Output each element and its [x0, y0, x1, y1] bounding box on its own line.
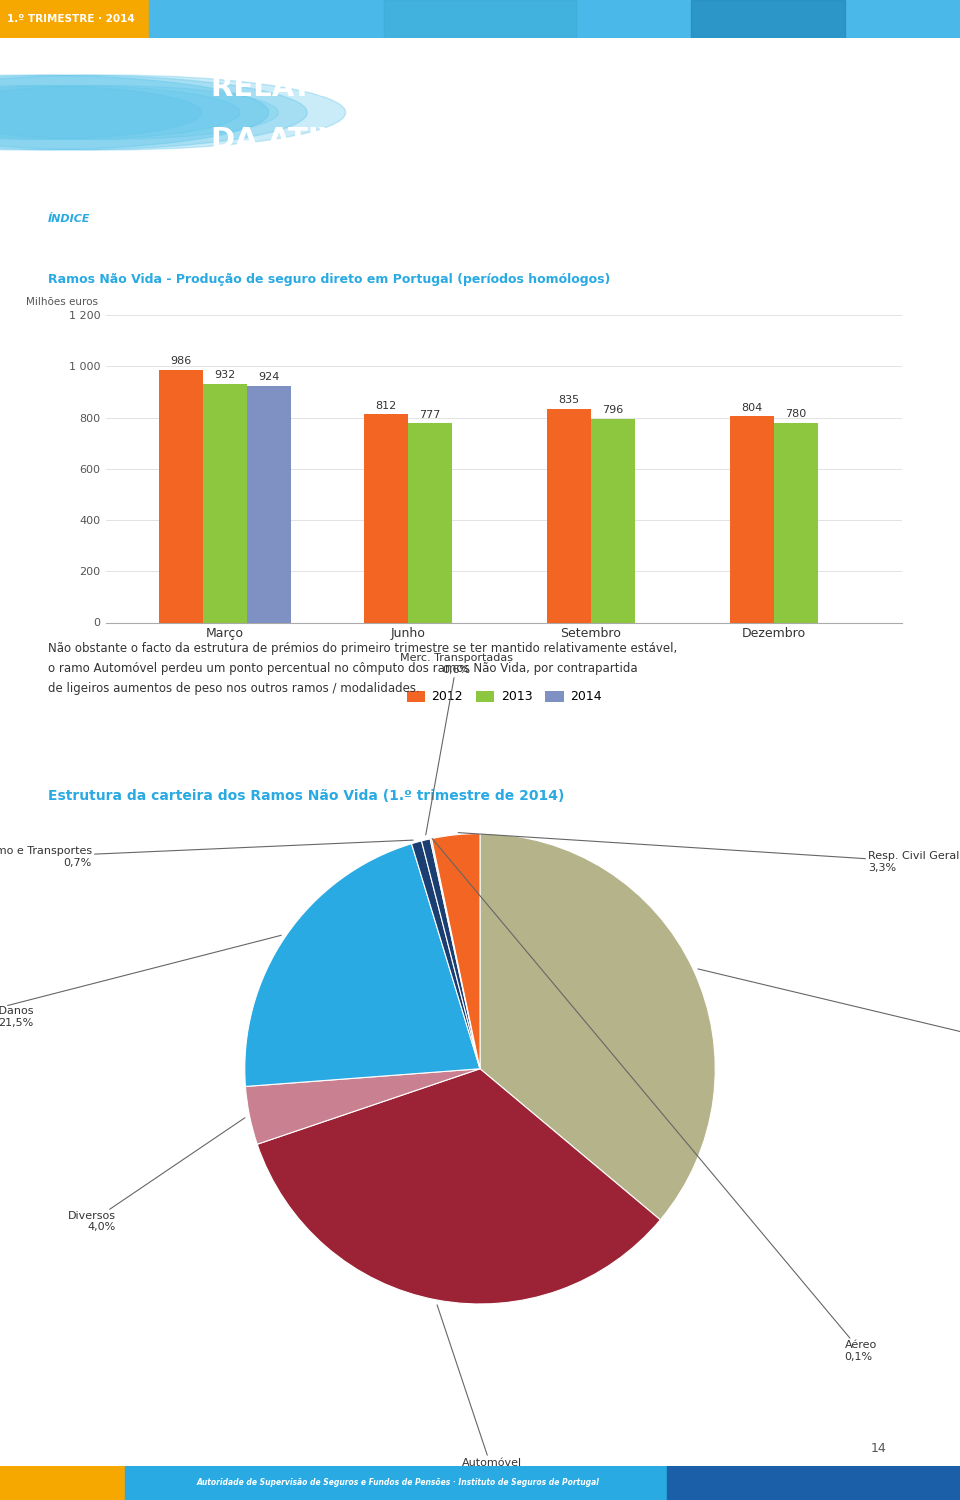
Bar — [158, 370, 203, 622]
Bar — [591, 419, 635, 622]
Wedge shape — [412, 842, 480, 1070]
Circle shape — [0, 75, 307, 150]
Bar — [149, 0, 960, 38]
Text: RELATÓRIO DE EVOLUÇÃO: RELATÓRIO DE EVOLUÇÃO — [211, 69, 636, 102]
Bar — [364, 414, 408, 622]
Text: 924: 924 — [258, 372, 279, 382]
Text: DA ATIVIDADE SEGURADORA: DA ATIVIDADE SEGURADORA — [211, 126, 681, 153]
Wedge shape — [480, 834, 715, 1220]
Wedge shape — [432, 834, 480, 1070]
Wedge shape — [257, 1070, 660, 1304]
Circle shape — [0, 75, 346, 150]
Wedge shape — [246, 1070, 480, 1144]
Text: Estrutura da carteira dos Ramos Não Vida (1.º trimestre de 2014): Estrutura da carteira dos Ramos Não Vida… — [48, 789, 564, 804]
Bar — [691, 0, 845, 38]
Text: 804: 804 — [741, 402, 763, 412]
Bar — [667, 1466, 960, 1500]
Circle shape — [0, 86, 202, 140]
Wedge shape — [245, 843, 480, 1086]
Text: 780: 780 — [785, 410, 806, 419]
Bar — [0, 1466, 125, 1500]
Text: Automóvel
33,7%: Automóvel 33,7% — [437, 1305, 522, 1479]
Text: Ramos Não Vida - Produção de seguro direto em Portugal (períodos homólogos): Ramos Não Vida - Produção de seguro dire… — [48, 273, 611, 285]
Bar — [384, 0, 576, 38]
Bar — [247, 386, 291, 622]
Wedge shape — [430, 839, 480, 1070]
Text: 777: 777 — [420, 410, 441, 420]
Circle shape — [0, 75, 269, 150]
Text: Incêndio e Outros  Danos
21,5%: Incêndio e Outros Danos 21,5% — [0, 936, 281, 1028]
Circle shape — [0, 86, 278, 140]
Text: Acidentes e Doença
36,1%: Acidentes e Doença 36,1% — [698, 969, 960, 1056]
Circle shape — [0, 86, 240, 140]
Text: 14: 14 — [871, 1443, 886, 1455]
Wedge shape — [421, 839, 480, 1070]
Legend: 2012, 2013, 2014: 2012, 2013, 2014 — [401, 686, 607, 708]
Text: 796: 796 — [602, 405, 624, 414]
Bar — [547, 408, 591, 622]
Text: 1.º TRIMESTRE · 2014: 1.º TRIMESTRE · 2014 — [7, 13, 134, 24]
Bar — [774, 423, 818, 622]
Text: Resp. Civil Geral
3,3%: Resp. Civil Geral 3,3% — [458, 833, 959, 873]
Bar — [731, 417, 774, 622]
Text: Não obstante o facto da estrutura de prémios do primeiro trimestre se ter mantid: Não obstante o facto da estrutura de pré… — [48, 642, 677, 694]
Text: Milhões euros: Milhões euros — [26, 297, 98, 306]
Text: 932: 932 — [214, 370, 235, 380]
Text: Merc. Transportadas
0,6%: Merc. Transportadas 0,6% — [400, 654, 513, 836]
Bar — [203, 384, 247, 622]
Text: Diversos
4,0%: Diversos 4,0% — [67, 1118, 245, 1233]
Bar — [408, 423, 452, 622]
Text: 812: 812 — [375, 400, 396, 411]
Text: Autoridade de Supervisão de Seguros e Fundos de Pensões · Instituto de Seguros d: Autoridade de Supervisão de Seguros e Fu… — [197, 1479, 600, 1488]
Bar — [0, 0, 149, 38]
Text: Aéreo
0,1%: Aéreo 0,1% — [432, 839, 876, 1362]
Text: Marítimo e Transportes
0,7%: Marítimo e Transportes 0,7% — [0, 840, 413, 868]
Text: 986: 986 — [170, 356, 191, 366]
Text: ÍNDICE: ÍNDICE — [48, 214, 90, 223]
Text: 835: 835 — [559, 394, 580, 405]
Bar — [125, 1466, 667, 1500]
